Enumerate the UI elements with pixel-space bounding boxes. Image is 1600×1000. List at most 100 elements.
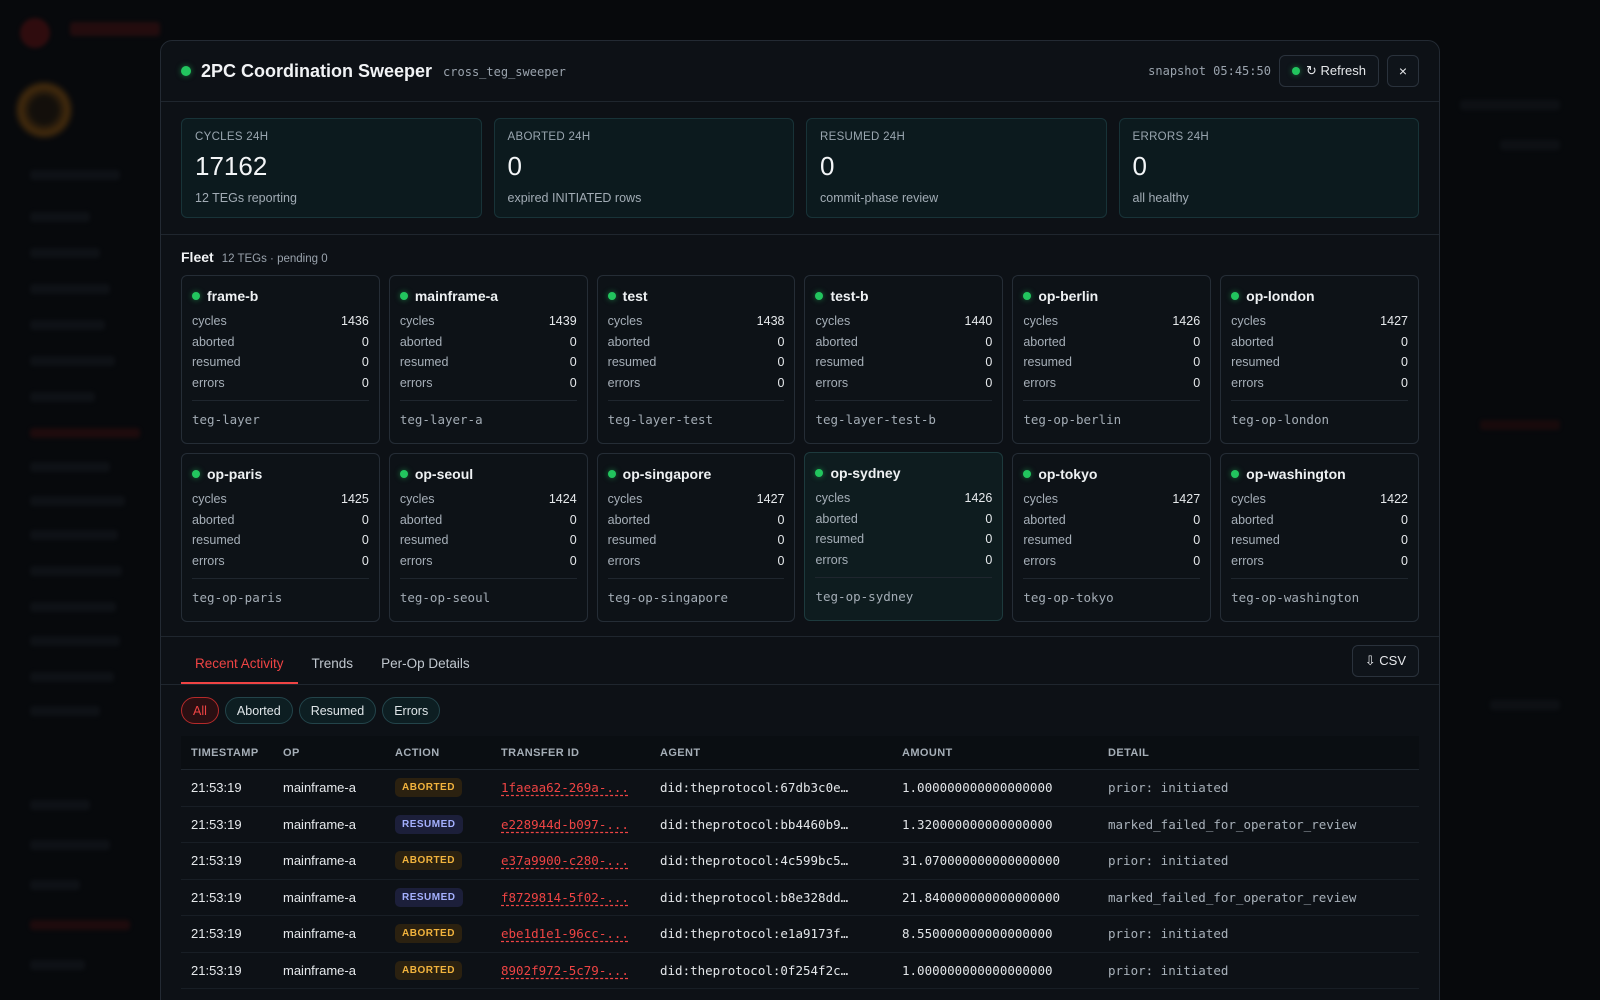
teg-card[interactable]: op-berlin cycles 1426 aborted 0 resumed …	[1012, 275, 1212, 444]
cell-timestamp: 21:53:19	[191, 816, 242, 832]
teg-stat-row: errors 0	[1023, 373, 1200, 394]
teg-stat-row: aborted 0	[608, 510, 785, 531]
teg-stat-value: 0	[1401, 334, 1408, 349]
column-header[interactable]: OP	[283, 746, 300, 759]
cell-detail: prior: initiated	[1108, 962, 1229, 978]
table-row[interactable]: 21:53:19 mainframe-a ABORTED 8902f972-5c…	[181, 953, 1419, 989]
background-nav-item	[30, 462, 110, 472]
teg-card[interactable]: op-seoul cycles 1424 aborted 0 resumed 0…	[388, 453, 588, 622]
transfer-id-link[interactable]: 1faeaa62-269a-...	[501, 780, 629, 796]
teg-card[interactable]: mainframe-a cycles 1439 aborted 0 resume…	[388, 275, 588, 444]
teg-card[interactable]: op-sydney cycles 1426 aborted 0 resumed …	[804, 452, 1004, 621]
csv-export-button[interactable]: ⇩ CSV	[1351, 645, 1419, 677]
background-nav-item	[30, 602, 116, 612]
filter-errors[interactable]: Errors	[382, 697, 441, 724]
teg-stat-row: aborted 0	[815, 509, 992, 530]
teg-card[interactable]: frame-b cycles 1436 aborted 0 resumed 0 …	[181, 275, 380, 444]
teg-card[interactable]: op-tokyo cycles 1427 aborted 0 resumed 0…	[1012, 453, 1212, 622]
teg-status-dot-icon	[192, 470, 200, 478]
teg-id: teg-op-washington	[1231, 577, 1408, 605]
background-nav-item	[30, 212, 90, 222]
teg-card[interactable]: test-b cycles 1440 aborted 0 resumed 0 e…	[804, 275, 1004, 444]
table-row[interactable]: 21:53:19 mainframe-a ABORTED ebe1d1e1-96…	[181, 916, 1419, 953]
teg-stat-label: aborted	[607, 512, 651, 527]
stat-card-aborted: ABORTED 24H 0 expired INITIATED rows	[493, 118, 794, 218]
teg-stat-row: cycles 1436	[192, 311, 369, 332]
filter-all[interactable]: All	[181, 697, 219, 724]
teg-stat-row: cycles 1426	[815, 488, 992, 509]
teg-status-dot-icon	[1023, 292, 1032, 300]
background-panel-line	[1480, 420, 1560, 430]
teg-card[interactable]: op-paris cycles 1425 aborted 0 resumed 0…	[181, 453, 380, 622]
teg-stat-label: resumed	[192, 355, 241, 370]
column-header[interactable]: TRANSFER ID	[501, 746, 580, 759]
teg-id: teg-layer-test	[607, 399, 785, 427]
column-header[interactable]: AGENT	[660, 746, 701, 759]
cell-op: mainframe-a	[283, 816, 356, 832]
close-button[interactable]: ×	[1387, 55, 1419, 87]
transfer-id-link[interactable]: ebe1d1e1-96cc-...	[501, 926, 629, 942]
column-header[interactable]: TIMESTAMP	[191, 746, 259, 759]
teg-stat-label: aborted	[1231, 512, 1274, 527]
teg-stat-label: aborted	[192, 512, 235, 527]
table-row[interactable]: 21:53:19 mainframe-a RESUMED e228944d-b0…	[181, 807, 1419, 843]
teg-card[interactable]: op-washington cycles 1422 aborted 0 resu…	[1220, 453, 1419, 622]
transfer-id-link[interactable]: e37a9900-c280-...	[501, 853, 629, 869]
teg-stat-label: errors	[607, 376, 641, 391]
teg-stat-value: 0	[1193, 554, 1201, 569]
teg-stat-row: cycles 1427	[1231, 311, 1408, 332]
teg-stat-label: cycles	[1231, 492, 1266, 506]
tab-recent-activity[interactable]: Recent Activity	[181, 656, 298, 684]
activity-table: TIMESTAMP OP ACTION TRANSFER ID AGENT AM…	[181, 736, 1419, 989]
tab-trends[interactable]: Trends	[311, 656, 354, 671]
background-panel-line	[1490, 700, 1560, 710]
teg-stat-value: 1438	[756, 314, 785, 328]
table-row[interactable]: 21:53:19 mainframe-a ABORTED e37a9900-c2…	[181, 843, 1419, 880]
table-row[interactable]: 21:53:19 mainframe-a RESUMED f8729814-5f…	[181, 880, 1419, 916]
teg-stat-label: resumed	[815, 355, 865, 370]
stat-value: 17162	[195, 151, 268, 181]
tab-per-op-details[interactable]: Per-Op Details	[381, 656, 470, 671]
background-logo-text	[70, 22, 160, 36]
transfer-id-link[interactable]: 8902f972-5c79-...	[501, 962, 629, 978]
teg-stat-row: aborted 0	[1023, 510, 1200, 531]
column-header[interactable]: AMOUNT	[902, 746, 953, 759]
teg-stat-value: 0	[985, 511, 993, 526]
cell-amount: 21.840000000000000000	[902, 889, 1061, 905]
teg-card[interactable]: test cycles 1438 aborted 0 resumed 0 err…	[596, 275, 796, 444]
background-nav-item	[30, 170, 120, 180]
teg-card[interactable]: op-singapore cycles 1427 aborted 0 resum…	[596, 453, 796, 622]
teg-stat-label: aborted	[399, 334, 443, 349]
cell-timestamp: 21:53:19	[191, 962, 242, 978]
cell-agent: did:theprotocol:67db3c0e…	[660, 780, 849, 796]
teg-stat-value: 0	[985, 532, 993, 547]
teg-stat-value: 1426	[1172, 314, 1201, 328]
cell-timestamp: 21:53:19	[191, 926, 242, 942]
teg-stat-value: 0	[569, 512, 577, 527]
teg-stat-row: aborted 0	[608, 332, 785, 353]
teg-stat-row: errors 0	[815, 373, 992, 394]
refresh-button[interactable]: ↻ Refresh	[1278, 55, 1379, 87]
refresh-label: ↻ Refresh	[1305, 63, 1366, 78]
table-row[interactable]: 21:53:19 mainframe-a ABORTED 1faeaa62-26…	[181, 770, 1419, 807]
teg-status-dot-icon	[607, 470, 616, 478]
cell-amount: 31.070000000000000000	[902, 853, 1061, 869]
stat-card-resumed: RESUMED 24H 0 commit-phase review	[806, 118, 1107, 218]
filter-resumed[interactable]: Resumed	[298, 697, 377, 724]
teg-stat-label: cycles	[399, 314, 435, 328]
teg-stat-label: errors	[815, 376, 849, 391]
teg-stat-row: errors 0	[192, 551, 369, 572]
transfer-id-link[interactable]: e228944d-b097-...	[501, 816, 629, 832]
teg-stat-label: errors	[607, 554, 641, 569]
filter-aborted[interactable]: Aborted	[224, 697, 293, 724]
teg-status-dot-icon	[399, 292, 408, 300]
teg-id: teg-op-london	[1231, 399, 1408, 427]
teg-stat-value: 0	[361, 334, 369, 349]
column-header[interactable]: ACTION	[395, 746, 440, 759]
column-header[interactable]: DETAIL	[1108, 746, 1150, 759]
teg-status-dot-icon	[815, 292, 824, 300]
teg-stat-label: errors	[399, 554, 433, 569]
teg-card[interactable]: op-london cycles 1427 aborted 0 resumed …	[1220, 275, 1419, 444]
teg-card-header: mainframe-a	[399, 288, 577, 304]
transfer-id-link[interactable]: f8729814-5f02-...	[501, 889, 629, 905]
